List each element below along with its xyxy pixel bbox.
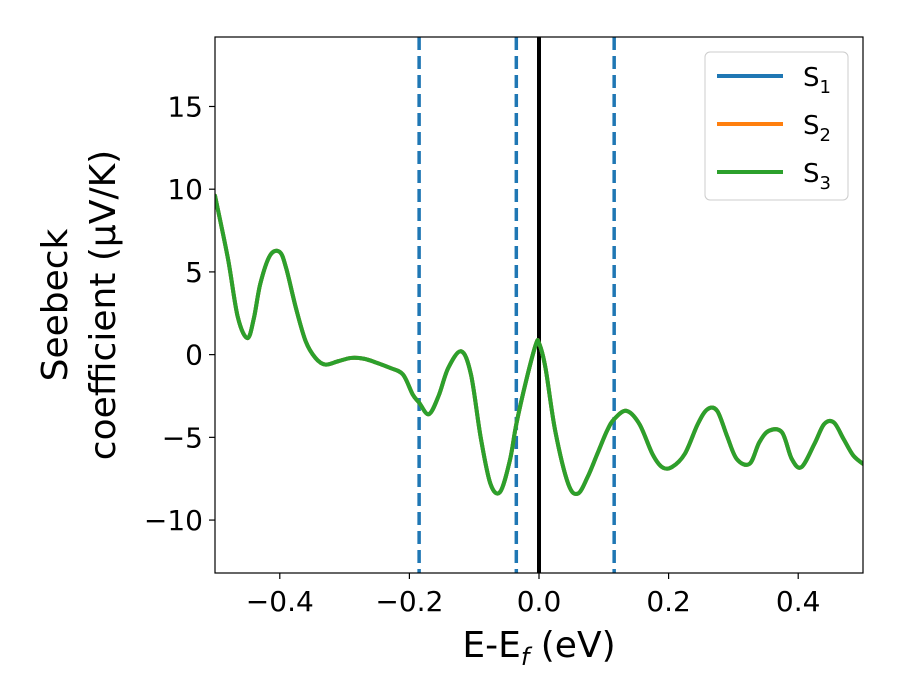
ticks: −0.4 −0.2 0.0 0.2 0.4 −10 −5 0 5 10 15 [144, 90, 821, 618]
legend-label-s1: S1 [803, 63, 831, 98]
y-tick-label: 15 [167, 90, 203, 123]
x-tick-label: 0.0 [517, 585, 562, 618]
x-axis-title: E-Ef (eV) [462, 625, 615, 671]
x-tick-label: −0.4 [246, 585, 314, 618]
y-tick-label: −5 [162, 421, 203, 454]
legend-label-s3: S3 [803, 159, 831, 194]
series-line-s3 [215, 193, 863, 496]
plot-content [215, 37, 863, 573]
y-tick-label: 5 [185, 256, 203, 289]
y-axis-title-line1: Seebeck [35, 228, 76, 381]
y-tick-label: 10 [167, 173, 203, 206]
x-axis-title-unit: (eV) [529, 625, 615, 666]
legend-label-s2: S2 [803, 111, 831, 146]
x-axis-title-main: E-E [462, 625, 520, 666]
x-tick-label: −0.2 [375, 585, 443, 618]
y-tick-label: 0 [185, 339, 203, 372]
x-tick-label: 0.4 [776, 585, 821, 618]
legend: S1 S2 S3 [704, 51, 849, 201]
x-tick-label: 0.2 [646, 585, 691, 618]
y-tick-label: −10 [144, 504, 203, 537]
y-axis-title-line2: coefficient (μV/K) [83, 150, 124, 460]
